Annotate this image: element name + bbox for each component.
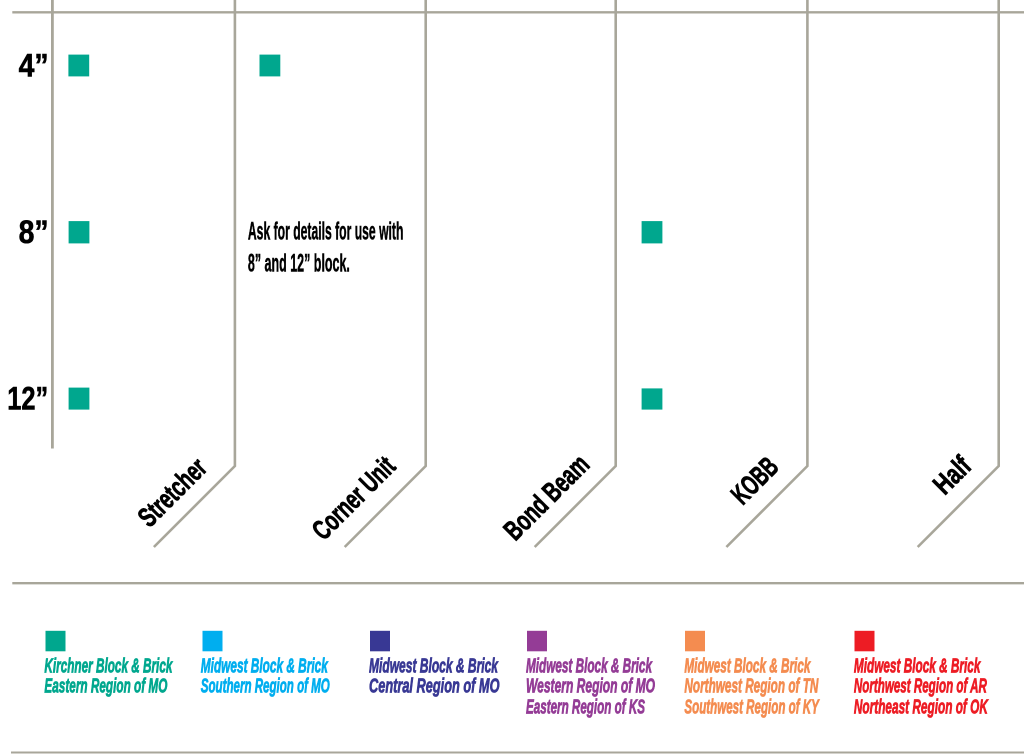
svg-text:Kirchner Block & Brick: Kirchner Block & Brick [44,654,173,677]
svg-text:Midwest Block & Brick: Midwest Block & Brick [526,654,653,677]
svg-text:Midwest Block & Brick: Midwest Block & Brick [854,654,981,677]
svg-text:Ask for details for use with: Ask for details for use with [248,218,404,246]
svg-text:Southern Region of MO: Southern Region of MO [201,675,330,698]
svg-text:8” and 12” block.: 8” and 12” block. [248,249,350,277]
svg-text:Northeast Region of OK: Northeast Region of OK [854,695,989,718]
svg-text:12”: 12” [7,380,48,416]
svg-text:Central Region of MO: Central Region of MO [369,675,500,698]
svg-text:Midwest Block & Brick: Midwest Block & Brick [684,654,811,677]
svg-text:Midwest Block & Brick: Midwest Block & Brick [201,654,329,677]
svg-text:Western Region of MO: Western Region of MO [526,675,655,698]
svg-text:8”: 8” [19,214,49,250]
svg-text:Midwest Block & Brick: Midwest Block & Brick [369,654,499,677]
svg-text:Northwest Region of AR: Northwest Region of AR [854,675,987,698]
svg-text:Eastern Region of KS: Eastern Region of KS [526,695,645,718]
svg-text:4”: 4” [19,48,49,84]
svg-text:Eastern Region of MO: Eastern Region of MO [44,675,167,698]
svg-text:Southwest Region of KY: Southwest Region of KY [684,695,820,718]
svg-text:Northwest Region of TN: Northwest Region of TN [684,675,819,698]
